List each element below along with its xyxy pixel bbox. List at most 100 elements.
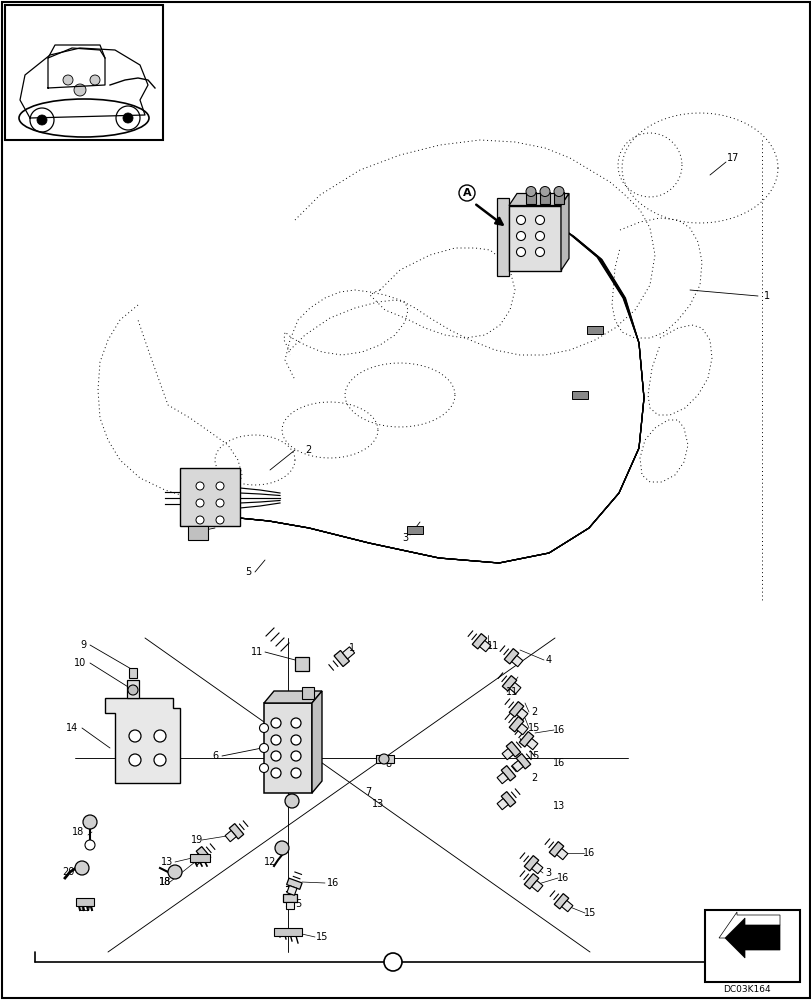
Polygon shape <box>285 902 294 909</box>
Polygon shape <box>505 742 520 757</box>
Text: 16: 16 <box>552 725 564 735</box>
Polygon shape <box>342 647 354 659</box>
Polygon shape <box>508 194 569 206</box>
Circle shape <box>271 768 281 778</box>
Bar <box>127 680 139 698</box>
Polygon shape <box>560 194 569 270</box>
Text: DC03K164: DC03K164 <box>723 985 770 994</box>
Text: 7: 7 <box>364 787 371 797</box>
Circle shape <box>195 482 204 490</box>
Circle shape <box>290 751 301 761</box>
Circle shape <box>516 247 525 256</box>
Polygon shape <box>508 702 523 717</box>
Circle shape <box>122 113 133 123</box>
Text: 9: 9 <box>79 640 86 650</box>
Circle shape <box>216 482 224 490</box>
Circle shape <box>216 516 224 524</box>
Bar <box>264 703 311 793</box>
Polygon shape <box>479 641 491 652</box>
Bar <box>539 192 549 204</box>
Text: 15: 15 <box>527 723 539 733</box>
Polygon shape <box>500 766 515 781</box>
Polygon shape <box>548 842 563 857</box>
Text: 13: 13 <box>371 799 384 809</box>
Circle shape <box>379 754 388 764</box>
Bar <box>553 192 564 204</box>
Bar <box>586 326 603 334</box>
Polygon shape <box>512 761 522 772</box>
Bar <box>190 854 210 862</box>
Text: 18: 18 <box>72 827 84 837</box>
Circle shape <box>37 115 47 125</box>
Text: 11: 11 <box>505 687 517 697</box>
Text: 17: 17 <box>726 153 738 163</box>
Polygon shape <box>516 754 530 769</box>
Polygon shape <box>511 656 522 667</box>
Text: 6: 6 <box>212 751 218 761</box>
Circle shape <box>260 744 268 752</box>
Text: 18: 18 <box>159 877 171 887</box>
Polygon shape <box>229 824 243 839</box>
Bar <box>5 5 163 140</box>
Circle shape <box>90 75 100 85</box>
Text: 5: 5 <box>294 899 301 909</box>
Polygon shape <box>516 724 527 735</box>
Polygon shape <box>311 691 322 793</box>
Bar <box>375 755 393 763</box>
Text: 2: 2 <box>190 490 196 500</box>
Polygon shape <box>531 881 543 892</box>
Circle shape <box>74 84 86 96</box>
Circle shape <box>129 730 141 742</box>
Polygon shape <box>518 732 533 747</box>
Text: 13: 13 <box>161 857 173 867</box>
Circle shape <box>516 232 525 240</box>
Text: 2: 2 <box>304 445 311 455</box>
Circle shape <box>168 865 182 879</box>
Circle shape <box>75 861 89 875</box>
Polygon shape <box>524 874 539 889</box>
Text: 1: 1 <box>763 291 769 301</box>
Polygon shape <box>496 198 508 275</box>
Text: A: A <box>462 188 470 198</box>
Polygon shape <box>516 709 527 720</box>
Circle shape <box>271 751 281 761</box>
Polygon shape <box>724 918 779 958</box>
Text: 20: 20 <box>62 867 74 877</box>
Polygon shape <box>283 894 297 902</box>
Bar <box>302 687 314 699</box>
Text: 10: 10 <box>74 658 86 668</box>
Polygon shape <box>496 773 508 784</box>
Text: 19: 19 <box>191 835 203 845</box>
Polygon shape <box>504 649 518 664</box>
Text: 15: 15 <box>527 751 539 761</box>
Text: 8: 8 <box>384 759 391 769</box>
Circle shape <box>285 794 298 808</box>
Polygon shape <box>472 634 486 649</box>
Text: 5: 5 <box>245 567 251 577</box>
Text: 11: 11 <box>487 641 499 651</box>
Circle shape <box>260 724 268 732</box>
Circle shape <box>128 685 138 695</box>
Polygon shape <box>524 856 539 871</box>
Bar <box>180 468 240 526</box>
Bar <box>526 192 535 204</box>
Text: 1: 1 <box>349 643 354 653</box>
Text: 11: 11 <box>251 647 263 657</box>
Circle shape <box>216 499 224 507</box>
Polygon shape <box>501 749 513 760</box>
Circle shape <box>275 841 289 855</box>
Text: 18: 18 <box>159 877 171 887</box>
Polygon shape <box>502 676 516 691</box>
Text: 2: 2 <box>530 707 536 717</box>
Polygon shape <box>556 849 567 860</box>
Circle shape <box>290 735 301 745</box>
Circle shape <box>83 815 97 829</box>
Polygon shape <box>196 847 211 862</box>
Polygon shape <box>105 698 180 783</box>
Polygon shape <box>561 901 573 912</box>
Polygon shape <box>554 894 568 909</box>
Bar <box>508 206 560 270</box>
Polygon shape <box>500 792 515 807</box>
Polygon shape <box>225 831 236 842</box>
Polygon shape <box>509 683 521 694</box>
